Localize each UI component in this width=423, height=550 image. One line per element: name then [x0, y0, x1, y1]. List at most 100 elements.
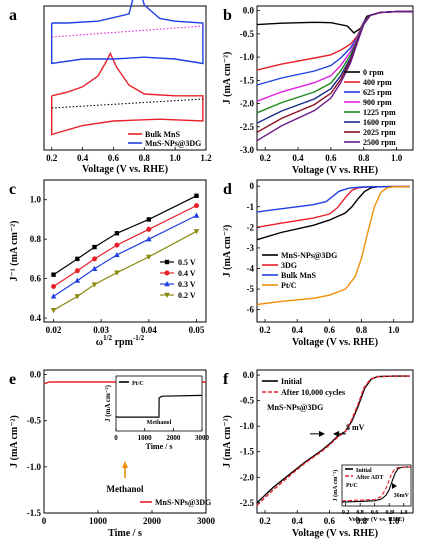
x-axis-label: Voltage (V vs. RHE): [292, 337, 378, 348]
y-axis-label: J (mA cm⁻²): [9, 415, 20, 468]
data-point: [146, 254, 152, 260]
plot-frame: [43, 369, 207, 514]
series-line-7: [256, 10, 413, 142]
legend-label: 900 rpm: [363, 98, 392, 107]
plot-frame: [256, 179, 414, 323]
x-axis-label: ω1/2 rpm-1/2: [96, 334, 145, 348]
y-tick-label: 0.0: [243, 370, 255, 380]
series-line-1: [256, 375, 410, 506]
y-tick-label: -1.0: [27, 462, 42, 472]
data-point: [114, 231, 120, 236]
x-tick-label: 0.8: [358, 153, 370, 163]
baseline-dotted-magenta: [51, 25, 203, 38]
inset-e: 0 1000 2000 3000 Time / s J (mA cm⁻²) Methanol…: [104, 375, 210, 451]
x-tick-label: 0.02: [46, 325, 62, 335]
panel-f: 0.2 0.4 0.6 0.8 1.00.0-0.5-1.0-1.5-2.0-2.5Vo…: [222, 369, 414, 539]
y-tick-label: -1.0: [240, 421, 255, 431]
x-tick-label: 0.4: [356, 510, 364, 516]
x-tick-label: 0: [42, 516, 47, 526]
x-tick-label: 3000: [195, 434, 210, 442]
shift-arrow-right-head: [333, 430, 339, 437]
x-tick-label: 2000: [143, 516, 162, 526]
data-point: [194, 193, 199, 198]
y-tick-label: 1.0: [30, 195, 42, 205]
y-tick-label: -1.0: [240, 52, 255, 62]
panel-c: 0.02 0.03 0.04 0.05 0.4 0.6 0.8 1.0 ω1/2 rpm-1/2…: [9, 179, 207, 348]
data-point: [74, 268, 80, 274]
x-tick-label: 2000: [166, 434, 181, 442]
x-tick-label: 0.2: [342, 510, 350, 516]
x-axis-label: Voltage (V vs. RHE): [292, 528, 378, 539]
inset-frame: [341, 464, 412, 507]
plot-frame: [43, 5, 207, 151]
legend-label: 0.3 V: [178, 280, 196, 289]
x-tick-label: 0.4: [292, 153, 304, 163]
x-tick-label: 0.8: [385, 510, 393, 516]
data-point: [164, 259, 170, 265]
shift-label: 5 mV: [346, 423, 365, 432]
legend-label: Bulk MnS: [281, 271, 316, 280]
legend-label: Initial: [281, 377, 303, 386]
legend-label: 625 rpm: [363, 88, 392, 97]
data-point: [92, 244, 97, 250]
panel-letter-e: e: [9, 371, 16, 388]
x-tick-label: 1.0: [391, 153, 403, 163]
inset-y-label: J (mA cm⁻²): [104, 384, 112, 422]
y-tick-label: -0.5: [240, 29, 255, 39]
y-tick-label: 0.4: [30, 313, 42, 323]
data-point: [114, 242, 120, 248]
x-tick-label: 0.05: [189, 325, 205, 335]
data-point: [50, 307, 57, 314]
y-tick-label: -0.5: [240, 396, 255, 406]
x-tick-label: 1.0: [170, 153, 182, 163]
baseline-dotted-black: [51, 98, 203, 109]
panel-letter-d: d: [223, 181, 232, 198]
legend-label: Bulk MnS: [145, 130, 180, 139]
data-point: [193, 229, 200, 235]
x-tick-label: 1000: [138, 434, 153, 442]
y-axis-label: J⁻¹ (mA cm⁻²): [9, 221, 20, 282]
data-point: [164, 281, 170, 287]
shift-arrow-left-head: [319, 430, 325, 437]
data-point: [75, 256, 80, 262]
y-tick-label: -2: [247, 222, 255, 232]
legend-label: MnS-NPs@3DG: [155, 498, 211, 507]
y-tick-label: 0.6: [30, 274, 42, 284]
y-tick-label: -5: [247, 284, 255, 294]
data-point: [91, 282, 98, 288]
x-tick-label: 0.03: [93, 325, 109, 335]
inset-x-label: Time / s: [146, 442, 173, 451]
x-tick-label: 0.6: [108, 153, 120, 163]
data-point: [146, 236, 152, 242]
inset-shift-arrow: [392, 483, 397, 489]
data-point: [74, 277, 81, 283]
y-tick-label: 0.0: [243, 6, 255, 16]
y-tick-label: -1.5: [240, 447, 255, 457]
x-axis-label: Voltage (V vs. RHE): [82, 164, 168, 175]
inset-y-label: J (mA cm⁻²): [332, 470, 339, 502]
fit-line-3: [53, 230, 197, 311]
panel-letter-c: c: [9, 181, 16, 198]
y-tick-label: -3.0: [240, 145, 255, 155]
legend-label: MnS-NPs@3DG: [281, 251, 337, 260]
y-tick-label: 0.8: [30, 234, 42, 244]
legend-label: 400 rpm: [363, 78, 392, 87]
legend-label: 0.2 V: [178, 291, 196, 300]
legend-label: 2025 rpm: [363, 128, 396, 137]
legend-label: Pt/C: [281, 281, 297, 290]
x-tick-label: 1.0: [388, 516, 400, 526]
x-tick-label: 0.04: [141, 325, 157, 335]
plot-frame: [43, 179, 207, 323]
methanol-label: Methanol: [107, 484, 144, 494]
inset-x-label: Voltage (V vs. RHE): [349, 516, 405, 523]
data-point: [50, 293, 57, 299]
series-line-0: [256, 185, 410, 241]
y-tick-label: -0.5: [27, 416, 42, 426]
series-line-1: [256, 10, 413, 71]
legend-label: 2500 rpm: [363, 138, 396, 147]
x-tick-label: 0.4: [292, 516, 304, 526]
legend-label: Pt/C: [132, 381, 144, 387]
x-tick-label: 1.0: [400, 510, 408, 516]
